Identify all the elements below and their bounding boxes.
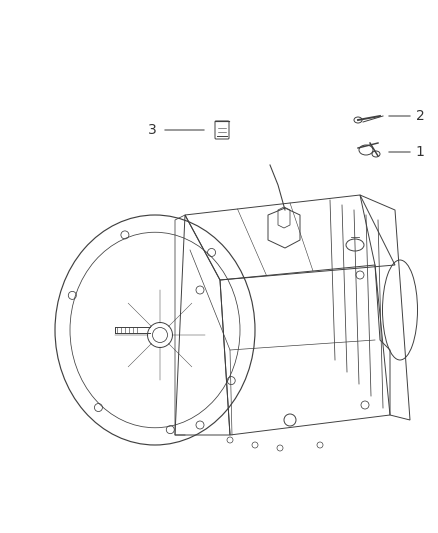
Text: 3: 3 [148, 123, 156, 137]
Text: 2: 2 [416, 109, 424, 123]
Text: 1: 1 [416, 145, 424, 159]
